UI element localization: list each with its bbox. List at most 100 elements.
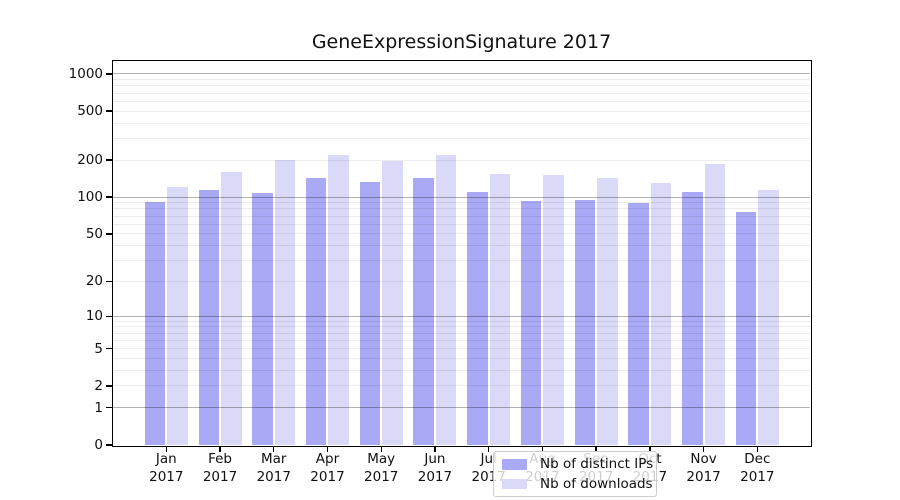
y-tick-label-500: 500 <box>77 103 103 120</box>
y-tick-label-2: 2 <box>94 377 103 394</box>
x-tick-label-apr: Apr 2017 <box>310 451 345 485</box>
x-tick-oct <box>649 446 651 452</box>
bar-feb-distinct-ips <box>198 190 220 445</box>
bar-apr-distinct-ips <box>305 177 327 445</box>
y-tick-label-50: 50 <box>85 225 103 242</box>
gridline-minor-3 <box>113 370 810 372</box>
y-tick-label-20: 20 <box>85 273 103 290</box>
gridline-minor-30 <box>113 260 810 262</box>
gridline-minor-200 <box>113 159 810 161</box>
gridline-minor-5 <box>113 348 810 350</box>
x-tick-label-jan: Jan 2017 <box>149 451 184 485</box>
x-tick-aug <box>541 446 544 452</box>
gridline-minor-8 <box>113 326 810 328</box>
y-tick-50 <box>105 233 112 235</box>
y-tick-10 <box>105 315 112 317</box>
x-tick-label-jun: Jun 2017 <box>417 451 453 485</box>
y-tick-label-1: 1 <box>94 399 103 416</box>
bar-dec-distinct-ips <box>735 211 757 445</box>
x-tick-label-may: May 2017 <box>364 451 399 485</box>
x-tick-label-feb: Feb 2017 <box>202 451 238 485</box>
bar-oct-distinct-ips <box>628 203 649 445</box>
x-tick-jun <box>434 446 436 452</box>
x-tick-dec <box>756 446 759 452</box>
bar-mar-distinct-ips <box>252 192 273 445</box>
y-tick-200 <box>105 159 112 161</box>
bar-sep-distinct-ips <box>574 200 596 445</box>
bar-jun-distinct-ips <box>413 177 434 445</box>
y-tick-label-5: 5 <box>94 340 103 357</box>
gridline-minor-60 <box>113 223 810 225</box>
y-tick-1 <box>105 407 112 409</box>
bar-nov-downloads <box>704 164 726 445</box>
legend-item-distinct-ips: Nb of distinct IPs <box>500 456 654 473</box>
chart-title: GeneExpressionSignature 2017 <box>311 31 612 53</box>
bar-apr-downloads <box>328 154 349 445</box>
y-tick-500 <box>105 110 112 112</box>
y-tick-label-200: 200 <box>77 152 103 169</box>
bar-aug-distinct-ips <box>520 200 542 445</box>
x-tick-nov <box>702 446 705 452</box>
x-tick-jul <box>487 446 490 452</box>
gridline-minor-40 <box>113 245 810 247</box>
bar-nov-distinct-ips <box>682 192 703 445</box>
gridline-minor-400 <box>113 122 810 124</box>
plot-area: Nb of distinct IPs Nb of downloads <box>111 59 812 497</box>
y-tick-5 <box>105 348 112 350</box>
x-tick-jan <box>165 446 167 452</box>
y-tick-2 <box>105 385 112 387</box>
gridline-minor-2 <box>113 385 810 387</box>
gridline-minor-500 <box>113 110 810 112</box>
legend-label-distinct-ips: Nb of distinct IPs <box>540 456 654 473</box>
legend-item-downloads: Nb of downloads <box>500 475 653 493</box>
y-tick-100 <box>105 196 112 198</box>
y-tick-label-0: 0 <box>94 437 103 453</box>
legend: Nb of distinct IPs Nb of downloads <box>493 451 657 497</box>
x-tick-may <box>380 446 382 452</box>
gridline-minor-7 <box>113 332 810 334</box>
gridline-major-1000 <box>113 73 810 75</box>
gridline-minor-4 <box>113 358 810 360</box>
y-tick-20 <box>105 280 112 283</box>
bar-feb-downloads <box>221 172 242 445</box>
bar-jun-downloads <box>435 154 457 445</box>
gridline-minor-600 <box>113 100 810 102</box>
gridline-minor-300 <box>113 137 810 139</box>
gridline-minor-70 <box>113 215 810 217</box>
bar-aug-downloads <box>543 175 564 445</box>
x-tick-label-nov: Nov 2017 <box>686 451 721 485</box>
x-tick-label-dec: Dec 2017 <box>740 451 775 485</box>
gridline-major-100 <box>113 196 810 198</box>
gridline-major-1 <box>113 407 810 409</box>
bar-jul-distinct-ips <box>467 192 488 445</box>
gridline-minor-6 <box>113 339 810 341</box>
gridline-minor-80 <box>113 208 810 210</box>
y-tick-1000 <box>105 73 112 75</box>
bar-sep-downloads <box>597 178 618 445</box>
gridline-minor-800 <box>113 85 810 87</box>
legend-swatch-distinct-ips <box>502 459 527 470</box>
gridline-minor-20 <box>113 280 810 282</box>
gridline-minor-50 <box>113 233 810 235</box>
y-tick-0 <box>105 444 112 446</box>
bar-may-distinct-ips <box>359 182 381 445</box>
y-tick-label-100: 100 <box>77 189 103 206</box>
bar-jul-downloads <box>489 174 511 445</box>
bar-mar-downloads <box>274 160 296 445</box>
x-tick-label-mar: Mar 2017 <box>256 451 291 485</box>
bar-oct-downloads <box>650 182 672 445</box>
gridline-minor-700 <box>113 92 810 94</box>
bar-may-downloads <box>382 161 403 445</box>
x-tick-mar <box>273 446 275 452</box>
x-tick-feb <box>219 446 221 452</box>
x-tick-sep <box>595 446 597 452</box>
bar-jan-distinct-ips <box>144 202 166 445</box>
gridline-minor-9 <box>113 320 810 322</box>
bar-dec-downloads <box>758 190 779 445</box>
gridline-major-10 <box>113 315 810 317</box>
legend-label-downloads: Nb of downloads <box>540 475 653 492</box>
y-tick-label-1000: 1000 <box>68 65 103 82</box>
x-tick-apr <box>326 446 329 452</box>
gridline-minor-90 <box>113 202 810 204</box>
